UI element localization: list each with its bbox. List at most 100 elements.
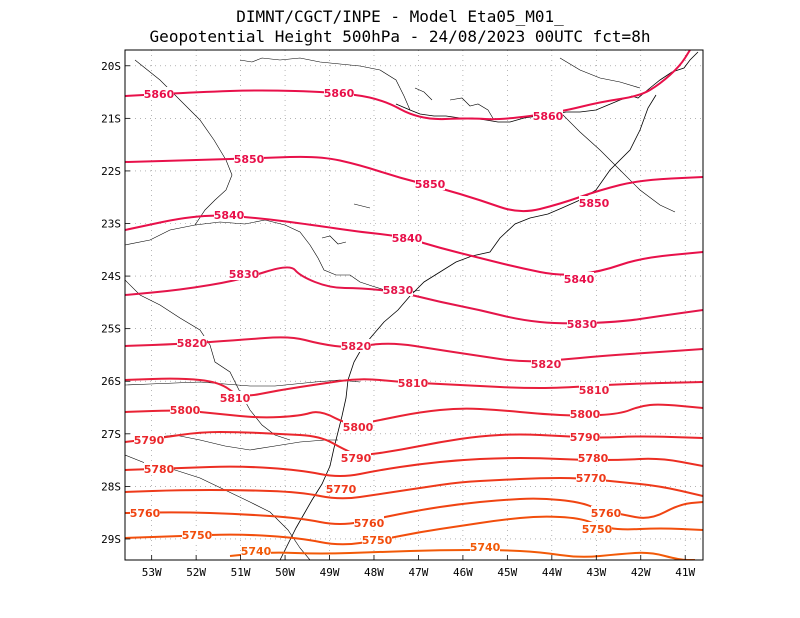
contour-label-bg	[570, 430, 600, 443]
contour-label-bg	[170, 403, 200, 416]
contour-label-bg	[564, 272, 594, 285]
contour-label-5800: 5800	[170, 404, 201, 417]
contour-label-5830: 5830	[567, 318, 598, 331]
contour-label-5860: 5860	[533, 110, 564, 123]
x-tick-label: 47W	[409, 566, 429, 579]
contour-label-bg	[383, 283, 413, 296]
contour-label-5780: 5780	[144, 463, 175, 476]
contour-label-bg	[570, 407, 600, 420]
coastline-se	[649, 51, 699, 89]
contour-label-bg	[579, 383, 609, 396]
state-border-mg-sp	[239, 57, 411, 111]
contour-label-bg	[130, 506, 160, 519]
y-tick-label: 25S	[101, 323, 121, 336]
contour-label-5850: 5850	[415, 178, 446, 191]
contour-label-bg	[398, 376, 428, 389]
contour-line-5820	[125, 336, 703, 363]
contour-label-bg	[470, 540, 500, 553]
contour-label-bg	[177, 336, 207, 349]
international-border-west	[125, 279, 291, 441]
contour-label-bg	[567, 317, 597, 330]
contour-label-5770: 5770	[326, 483, 357, 496]
reservoir-lakes	[321, 87, 495, 245]
contour-label-5850: 5850	[579, 197, 610, 210]
contour-line-5780	[125, 457, 703, 477]
contour-label-bg	[591, 506, 621, 519]
contour-label-5790: 5790	[134, 434, 165, 447]
contour-label-bg	[533, 109, 563, 122]
x-tick-label: 48W	[364, 566, 384, 579]
contour-label-bg	[341, 339, 371, 352]
contour-label-5760: 5760	[130, 507, 161, 520]
x-tick-label: 43W	[586, 566, 606, 579]
contour-label-5800: 5800	[343, 421, 374, 434]
contour-label-5820: 5820	[341, 340, 372, 353]
contour-label-bg	[229, 267, 259, 280]
graticule-grid	[125, 50, 703, 560]
x-tick-label: 53W	[142, 566, 162, 579]
contour-line-5740	[229, 549, 695, 560]
contour-label-5810: 5810	[579, 384, 610, 397]
contour-label-5800: 5800	[570, 408, 601, 421]
y-tick-label: 22S	[101, 165, 121, 178]
y-tick-label: 29S	[101, 533, 121, 546]
x-tick-label: 41W	[675, 566, 695, 579]
contour-label-5750: 5750	[582, 523, 613, 536]
contour-label-5850: 5850	[234, 153, 265, 166]
contour-label-5770: 5770	[576, 472, 607, 485]
contour-line-5760	[125, 497, 703, 525]
contour-label-bg	[576, 471, 606, 484]
contour-label-bg	[415, 177, 445, 190]
contour-label-5750: 5750	[182, 529, 213, 542]
contour-label-bg	[354, 516, 384, 529]
contour-label-bg	[134, 433, 164, 446]
contour-label-bg	[362, 533, 392, 546]
x-tick-label: 44W	[542, 566, 562, 579]
contour-label-5790: 5790	[341, 452, 372, 465]
contour-label-5840: 5840	[392, 232, 423, 245]
contour-label-bg	[241, 544, 271, 557]
contour-label-5820: 5820	[531, 358, 562, 371]
contour-label-bg	[578, 451, 608, 464]
contour-label-5760: 5760	[354, 517, 385, 530]
contour-label-5750: 5750	[362, 534, 393, 547]
contour-line-5830	[125, 266, 703, 325]
contour-label-5760: 5760	[591, 507, 622, 520]
contour-label-bg	[144, 87, 174, 100]
x-tick-label: 51W	[231, 566, 251, 579]
title-line-2: Geopotential Height 500hPa - 24/08/2023 …	[149, 27, 651, 46]
contour-line-5790	[125, 431, 703, 456]
contour-label-bg	[343, 420, 373, 433]
y-tick-label: 20S	[101, 60, 121, 73]
contour-line-5800	[125, 403, 703, 425]
contour-line-5770	[125, 477, 703, 500]
contour-label-bg	[234, 152, 264, 165]
contour-label-5830: 5830	[229, 268, 260, 281]
plot-frame	[124, 49, 704, 561]
contour-label-bg	[326, 482, 356, 495]
contour-label-5740: 5740	[241, 545, 272, 558]
contour-label-bg	[220, 391, 250, 404]
contour-labels: 5860 5860 5860 5850 5850 5850 5840 5840 5840 5830…	[130, 86, 622, 558]
y-tick-label: 24S	[101, 270, 121, 283]
x-tick-label: 52W	[186, 566, 206, 579]
contour-label-bg	[582, 522, 612, 535]
contour-label-bg	[324, 86, 354, 99]
contour-label-bg	[182, 528, 212, 541]
contour-line-5810	[125, 377, 703, 397]
contour-label-bg	[392, 231, 422, 244]
state-border-ms-sp	[134, 59, 233, 226]
y-tick-label: 23S	[101, 218, 121, 231]
coastline-and-borders	[125, 51, 699, 560]
contour-line-5840	[125, 214, 703, 276]
x-tick-label: 42W	[631, 566, 651, 579]
state-border-sp-pr	[125, 219, 421, 295]
state-border-mg-es-rj	[559, 57, 676, 213]
contour-label-5830: 5830	[383, 284, 414, 297]
contour-label-5860: 5860	[324, 87, 355, 100]
x-tick-label: 50W	[275, 566, 295, 579]
y-tick-label: 21S	[101, 112, 121, 125]
contour-label-5840: 5840	[214, 209, 245, 222]
contour-label-5810: 5810	[398, 377, 429, 390]
